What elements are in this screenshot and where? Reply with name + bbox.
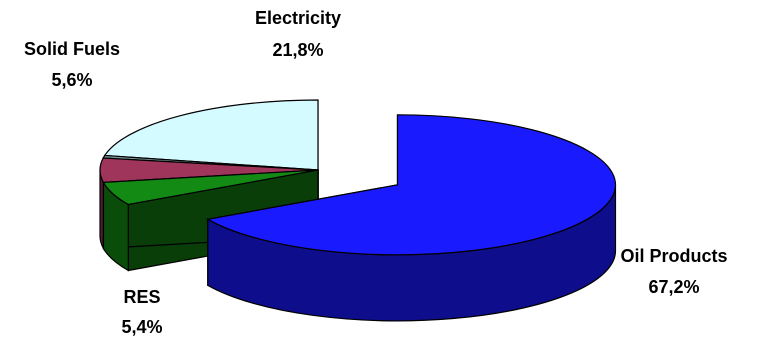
slice-electricity-top [103,99,319,171]
label-res-value: 5,4% [121,317,162,337]
slice-res-top [102,169,319,206]
label-solid-fuels-value: 5,6% [51,70,92,90]
label-electricity-name: Electricity [255,8,341,28]
label-res-name: RES [123,287,160,307]
pie-labels-layer: Oil Products 67,2% RES 5,4% Solid Fuels … [24,8,728,337]
label-solid-fuels-name: Solid Fuels [24,39,120,59]
slice-oil-products-top [206,114,617,256]
label-oil-products-name: Oil Products [620,246,727,266]
label-electricity-value: 21,8% [272,40,323,60]
label-oil-products-value: 67,2% [648,277,699,297]
pie-tops-layer [99,99,617,256]
